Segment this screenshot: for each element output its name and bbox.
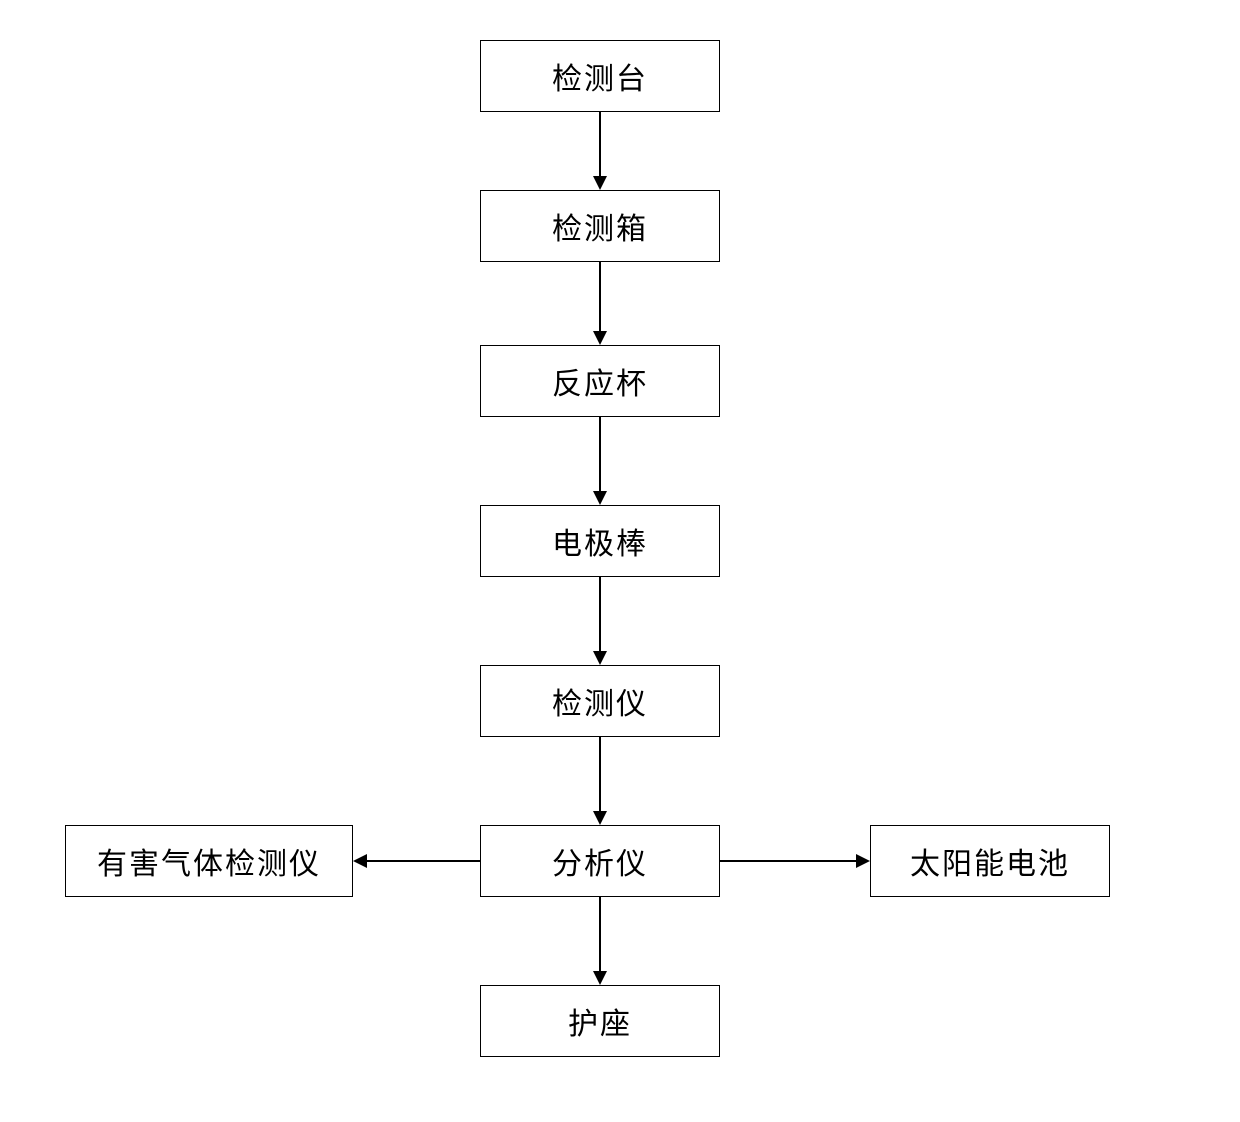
node-label: 护座 — [568, 999, 632, 1043]
node-label: 检测箱 — [552, 204, 648, 248]
node-detection-box: 检测箱 — [480, 190, 720, 262]
node-analyzer: 分析仪 — [480, 825, 720, 897]
node-label: 太阳能电池 — [910, 839, 1070, 883]
node-label: 反应杯 — [552, 359, 648, 403]
arrow-head-icon — [593, 331, 607, 345]
node-reaction-cup: 反应杯 — [480, 345, 720, 417]
node-label: 电极棒 — [552, 519, 648, 563]
node-detection-platform: 检测台 — [480, 40, 720, 112]
arrow-head-icon — [593, 811, 607, 825]
arrow-head-icon — [593, 971, 607, 985]
arrow-line — [720, 860, 856, 862]
node-label: 分析仪 — [552, 839, 648, 883]
arrow-head-icon — [593, 651, 607, 665]
node-electrode-rod: 电极棒 — [480, 505, 720, 577]
arrow-line — [599, 577, 601, 651]
node-guard-seat: 护座 — [480, 985, 720, 1057]
node-solar-battery: 太阳能电池 — [870, 825, 1110, 897]
node-label: 检测台 — [552, 54, 648, 98]
arrow-line — [599, 737, 601, 811]
arrow-line — [599, 112, 601, 176]
node-label: 有害气体检测仪 — [97, 839, 321, 883]
arrow-head-icon — [593, 176, 607, 190]
arrow-line — [367, 860, 480, 862]
node-harmful-gas-detector: 有害气体检测仪 — [65, 825, 353, 897]
node-label: 检测仪 — [552, 679, 648, 723]
arrow-line — [599, 417, 601, 491]
node-detector: 检测仪 — [480, 665, 720, 737]
arrow-line — [599, 897, 601, 971]
arrow-head-icon — [593, 491, 607, 505]
arrow-head-icon — [856, 854, 870, 868]
arrow-line — [599, 262, 601, 331]
arrow-head-icon — [353, 854, 367, 868]
